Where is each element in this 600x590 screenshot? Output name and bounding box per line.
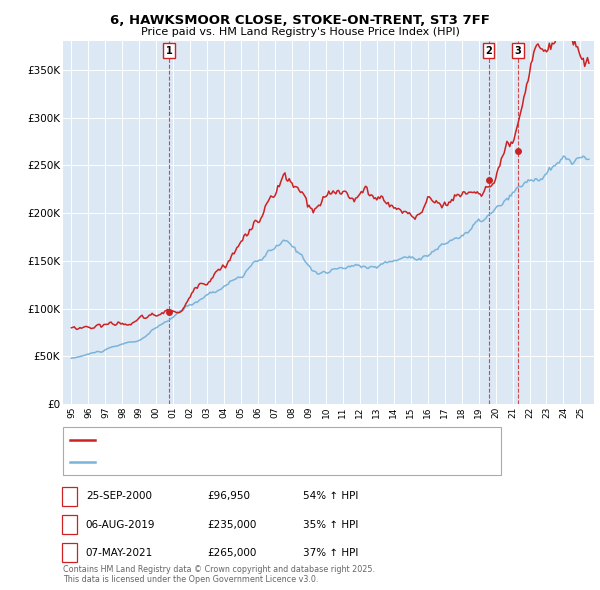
Text: 37% ↑ HPI: 37% ↑ HPI bbox=[303, 548, 358, 558]
Text: 1: 1 bbox=[166, 46, 172, 56]
Text: £96,950: £96,950 bbox=[207, 491, 250, 501]
Text: 35% ↑ HPI: 35% ↑ HPI bbox=[303, 520, 358, 529]
Text: 07-MAY-2021: 07-MAY-2021 bbox=[86, 548, 153, 558]
Text: 6, HAWKSMOOR CLOSE, STOKE-ON-TRENT, ST3 7FF (detached house): 6, HAWKSMOOR CLOSE, STOKE-ON-TRENT, ST3 … bbox=[100, 435, 429, 444]
Text: Price paid vs. HM Land Registry's House Price Index (HPI): Price paid vs. HM Land Registry's House … bbox=[140, 27, 460, 37]
Text: £265,000: £265,000 bbox=[207, 548, 256, 558]
Text: 3: 3 bbox=[66, 548, 73, 558]
Text: HPI: Average price, detached house, Stoke-on-Trent: HPI: Average price, detached house, Stok… bbox=[100, 457, 344, 466]
Text: 06-AUG-2019: 06-AUG-2019 bbox=[86, 520, 155, 529]
Text: 2: 2 bbox=[485, 46, 492, 56]
Text: Contains HM Land Registry data © Crown copyright and database right 2025.
This d: Contains HM Land Registry data © Crown c… bbox=[63, 565, 375, 584]
Text: £235,000: £235,000 bbox=[207, 520, 256, 529]
Text: 54% ↑ HPI: 54% ↑ HPI bbox=[303, 491, 358, 501]
Text: 25-SEP-2000: 25-SEP-2000 bbox=[86, 491, 152, 501]
Text: 1: 1 bbox=[66, 491, 73, 501]
Text: 2: 2 bbox=[66, 520, 73, 529]
Text: 3: 3 bbox=[515, 46, 521, 56]
Text: 6, HAWKSMOOR CLOSE, STOKE-ON-TRENT, ST3 7FF: 6, HAWKSMOOR CLOSE, STOKE-ON-TRENT, ST3 … bbox=[110, 14, 490, 27]
